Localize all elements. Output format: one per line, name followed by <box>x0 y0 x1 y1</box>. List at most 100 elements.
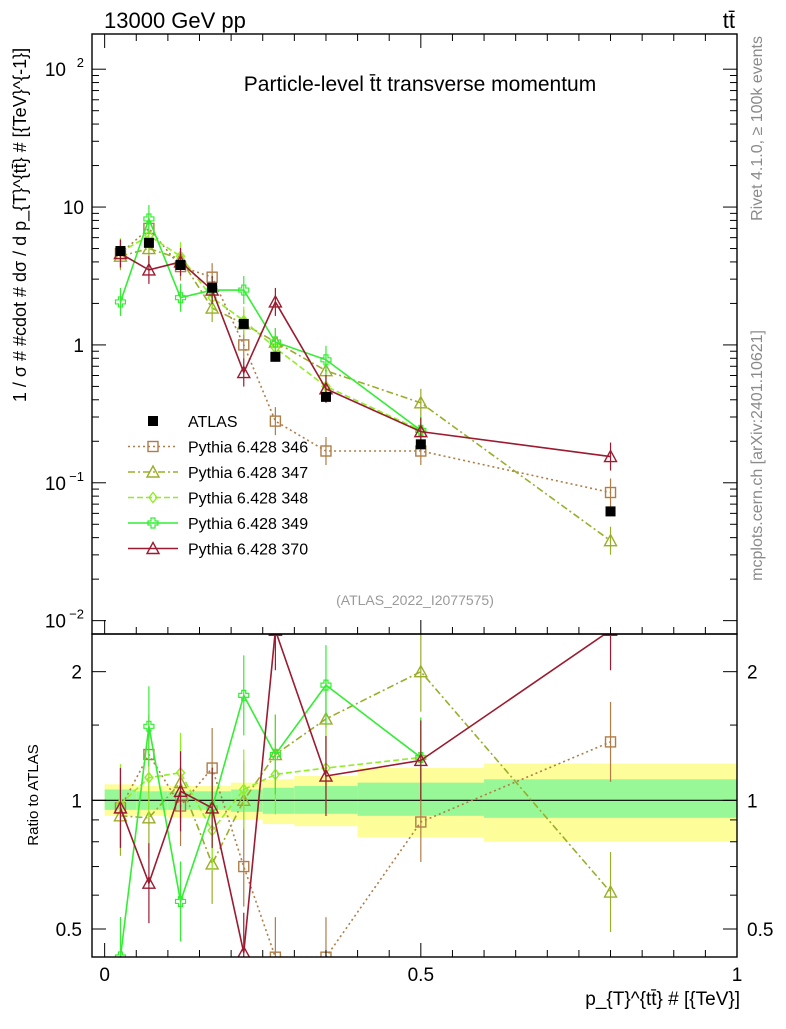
source-label: mcplots.cern.ch [arXiv:2401.10621] <box>749 330 766 581</box>
ratio-point <box>238 860 250 873</box>
ratio-inner-band <box>484 779 737 818</box>
y-tick-exponent: 2 <box>77 55 84 70</box>
ratio-y-tick-label: 0.5 <box>747 920 773 941</box>
ratio-point <box>415 816 427 828</box>
ratio-y-tick-label: 2 <box>71 663 82 684</box>
atlas-point <box>207 282 218 293</box>
ratio-point <box>141 875 157 889</box>
y-tick-label: 10 <box>45 612 66 633</box>
ratio-point <box>113 800 128 814</box>
ratio-point <box>238 783 249 796</box>
data-point <box>413 424 429 438</box>
legend-marker <box>145 464 161 478</box>
legend: ATLAS Pythia 6.428 346 Pythia 6.428 347 Pyt… <box>128 414 308 559</box>
ratio-point <box>604 736 617 748</box>
legend-marker <box>147 440 159 453</box>
series-line <box>119 216 422 432</box>
ratio-point <box>415 751 427 764</box>
ratio-point <box>174 895 187 908</box>
x-tick-label: 0.5 <box>408 965 434 986</box>
series-main <box>113 204 618 555</box>
data-point <box>141 262 157 276</box>
data-point <box>268 294 283 308</box>
ratio-y-tick-label: 1 <box>747 791 758 812</box>
legend-marker <box>147 517 159 529</box>
data-point <box>141 241 157 255</box>
y-tick-exponent: −1 <box>69 469 84 484</box>
atlas-point <box>238 318 249 329</box>
ratio-series-5 <box>113 634 618 957</box>
y-tick-label: 10 <box>45 60 66 81</box>
ratio-ylabel: Ratio to ATLAS <box>25 744 42 845</box>
ratio-point <box>413 752 429 767</box>
ratio-point <box>114 951 127 957</box>
ratio-line <box>119 756 421 832</box>
data-point <box>269 415 282 427</box>
ratio-y-tick-label: 1 <box>71 791 82 812</box>
data-point <box>143 213 155 225</box>
ratio-point <box>141 810 157 824</box>
ratio-line <box>120 670 612 893</box>
atlas-point <box>143 237 154 248</box>
ratio-point <box>603 634 618 636</box>
data-point <box>413 395 429 409</box>
ratio-point <box>413 664 429 678</box>
energy-label: 13000 GeV pp <box>104 8 246 33</box>
series-line <box>120 234 422 432</box>
y-tick-label: 10 <box>45 474 66 495</box>
main-ylabel: 1 / σ # #cdot # dσ / d p_{T}^{tt̄} # [{T… <box>10 48 31 402</box>
atlas-point <box>270 351 281 362</box>
legend-label: ATLAS <box>188 414 238 431</box>
ratio-series-1 <box>114 701 617 957</box>
rivet-label: Rivet 4.1.0, ≥ 100k events <box>749 36 766 221</box>
ratio-line <box>119 741 611 957</box>
legend-marker <box>148 491 158 504</box>
x-axis-label: p_{T}^{tt̄} # [{TeV}] <box>585 989 740 1010</box>
x-tick-label: 1 <box>732 965 743 986</box>
ratio-point <box>320 679 332 691</box>
ratio-point <box>268 634 283 636</box>
data-point <box>236 365 251 379</box>
ratio-point <box>269 951 282 957</box>
ratio-point <box>269 748 281 761</box>
ratio-point <box>603 884 618 898</box>
ratio-point <box>144 771 154 784</box>
ratio-frame <box>91 633 738 958</box>
x-tick-label: 0 <box>99 965 110 986</box>
ratio-point <box>143 720 155 732</box>
legend-label: Pythia 6.428 370 <box>188 542 308 559</box>
ratio-y-tick-label: 2 <box>747 663 758 684</box>
ratio-line <box>119 684 422 957</box>
y-tick-label: 10 <box>63 198 84 219</box>
atlas-point <box>605 506 616 517</box>
y-tick-label: 1 <box>73 336 84 357</box>
data-point <box>174 292 187 304</box>
series-ratio <box>113 634 618 957</box>
legend-label: Pythia 6.428 346 <box>188 440 308 457</box>
data-point <box>269 336 281 348</box>
legend-label: Pythia 6.428 347 <box>188 465 308 482</box>
watermark-label: (ATLAS_2022_I2077575) <box>336 592 494 608</box>
y-tick-exponent: −2 <box>69 607 84 622</box>
atlas-point <box>320 391 331 402</box>
ratio-point <box>173 783 188 797</box>
data-point <box>603 449 618 463</box>
ratio-point <box>237 945 251 957</box>
legend-label: Pythia 6.428 348 <box>188 491 308 508</box>
data-point <box>114 296 127 308</box>
series-4 <box>114 204 427 445</box>
data-point <box>238 339 250 351</box>
ratio-point <box>318 768 334 782</box>
atlas-data <box>115 237 616 517</box>
ratio-point <box>204 800 220 814</box>
chart-title: Particle-level t̄t transverse momentum <box>244 73 596 96</box>
legend-marker <box>148 416 158 426</box>
ratio-point <box>238 689 250 701</box>
data-point <box>238 284 250 296</box>
legend-marker <box>145 541 161 555</box>
data-point <box>604 486 617 499</box>
series-1 <box>114 214 617 507</box>
